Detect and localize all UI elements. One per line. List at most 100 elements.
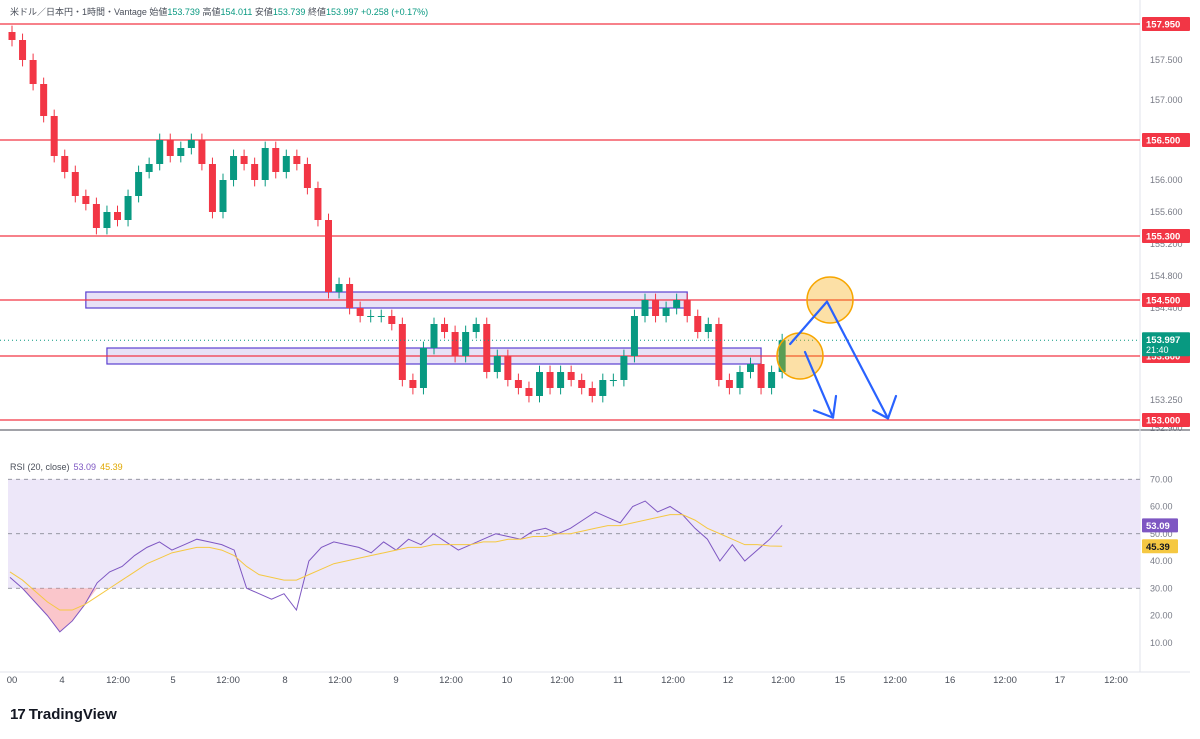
time-tick-label-0: 00	[7, 675, 18, 686]
candle-body-45	[483, 324, 491, 372]
candle-body-31	[335, 284, 343, 292]
price-tick-label-7: 153.250	[1150, 395, 1183, 405]
price-tick-label-0: 157.500	[1150, 55, 1183, 65]
rsi-tick-label-1: 60.00	[1150, 502, 1173, 512]
time-tick-label-2: 12:00	[106, 675, 130, 686]
rsi-tick-label-3: 40.00	[1150, 556, 1173, 566]
candle-body-64	[683, 300, 691, 316]
change-value: +0.258 (+0.17%)	[361, 7, 429, 17]
time-tick-label-19: 17	[1055, 675, 1066, 686]
candle-body-20	[219, 180, 227, 212]
rsi-value-label: 53.09	[1146, 521, 1170, 532]
candle-body-62	[662, 308, 670, 316]
time-tick-label-13: 12	[723, 675, 734, 686]
time-tick-label-10: 12:00	[550, 675, 574, 686]
time-tick-label-12: 12:00	[661, 675, 685, 686]
candle-body-61	[652, 300, 660, 316]
candle-body-37	[398, 324, 406, 380]
candle-body-72	[768, 372, 776, 388]
tradingview-logo[interactable]: 17 TradingView	[10, 706, 117, 723]
time-tick-label-14: 12:00	[771, 675, 795, 686]
price-level-tag-3	[1142, 229, 1190, 243]
candle-body-24	[261, 148, 269, 180]
close-label: 終値	[307, 7, 326, 17]
time-tick-label-3: 5	[170, 675, 175, 686]
high-value: 154.011	[220, 7, 253, 17]
price-level-label-1: 157.950	[1146, 20, 1180, 31]
price-tick-label-4: 155.200	[1150, 239, 1183, 249]
high-label: 高値	[202, 7, 221, 17]
candle-body-21	[230, 156, 238, 180]
candle-body-63	[673, 300, 681, 308]
candle-body-12	[135, 172, 143, 196]
rsi-tick-label-2: 50.00	[1150, 529, 1173, 539]
candle-body-67	[715, 324, 723, 380]
candle-body-19	[208, 164, 216, 212]
candle-body-11	[124, 196, 132, 220]
time-tick-label-1: 4	[59, 675, 64, 686]
time-tick-label-17: 16	[945, 675, 956, 686]
price-level-label-3: 155.300	[1146, 232, 1180, 243]
time-tick-label-16: 12:00	[883, 675, 907, 686]
price-level-tag-6	[1142, 413, 1190, 427]
rsi-tick-label-5: 20.00	[1150, 611, 1173, 621]
candle-body-69	[736, 372, 744, 388]
candle-body-3	[40, 84, 48, 116]
candle-body-33	[356, 308, 364, 316]
rsi-ma-tag	[1142, 539, 1178, 554]
rsi-tick-label-4: 30.00	[1150, 583, 1173, 593]
logo-text: TradingView	[28, 706, 117, 723]
candle-body-17	[187, 140, 195, 148]
price-tick-label-2: 156.000	[1150, 175, 1183, 185]
time-tick-label-6: 12:00	[328, 675, 352, 686]
scenario-arrow-upper-head	[871, 394, 898, 420]
candle-body-27	[293, 156, 301, 164]
price-level-tag-2	[1142, 133, 1190, 147]
last-price-tag	[1142, 332, 1190, 357]
candle-body-40	[430, 324, 438, 348]
candle-body-38	[409, 380, 417, 388]
candle-body-15	[166, 140, 174, 156]
scenario-arrow-upper	[789, 300, 890, 420]
time-tick-label-7: 9	[393, 675, 398, 686]
time-tick-label-8: 12:00	[439, 675, 463, 686]
open-label: 始値	[149, 7, 168, 17]
candle-body-44	[472, 324, 480, 332]
rsi-label: RSI (20, close)	[10, 462, 70, 472]
scenario-arrow-lower-head	[812, 394, 838, 419]
candle-body-29	[314, 188, 322, 220]
candle-body-58	[620, 356, 628, 380]
candle-body-30	[325, 220, 332, 292]
rsi-oversold-fill	[10, 588, 98, 632]
price-tick-label-5: 154.800	[1150, 271, 1183, 281]
price-level-label-5: 153.800	[1146, 352, 1180, 363]
candle-body-60	[641, 300, 649, 316]
candle-body-28	[303, 164, 311, 188]
candle-body-1	[19, 40, 27, 60]
candle-body-2	[29, 60, 37, 84]
target-circle-lower	[776, 332, 824, 380]
candle-body-0	[8, 32, 16, 40]
candle-body-13	[145, 164, 153, 172]
candle-body-10	[114, 212, 121, 220]
price-level-tag-1	[1142, 17, 1190, 31]
candle-body-41	[441, 324, 449, 332]
candle-body-65	[694, 316, 702, 332]
symbol-line: 米ドル／日本円・1時間・Vantage	[10, 7, 147, 17]
time-tick-label-5: 8	[282, 675, 287, 686]
open-value: 153.739	[167, 7, 200, 17]
candle-body-18	[198, 140, 206, 164]
candle-body-47	[504, 356, 512, 380]
price-level-label-2: 156.500	[1146, 136, 1180, 147]
candle-body-8	[92, 204, 100, 228]
price-tick-label-6: 154.400	[1150, 303, 1183, 313]
candle-body-55	[588, 388, 596, 396]
candle-body-49	[525, 388, 533, 396]
price-tick-label-8: 152.900	[1150, 423, 1183, 433]
candle-body-14	[156, 140, 164, 164]
low-label: 安値	[254, 7, 273, 17]
time-tick-label-11: 11	[613, 675, 623, 686]
rsi-tick-label-0: 70.00	[1150, 474, 1173, 484]
price-tick-label-1: 157.000	[1150, 95, 1183, 105]
